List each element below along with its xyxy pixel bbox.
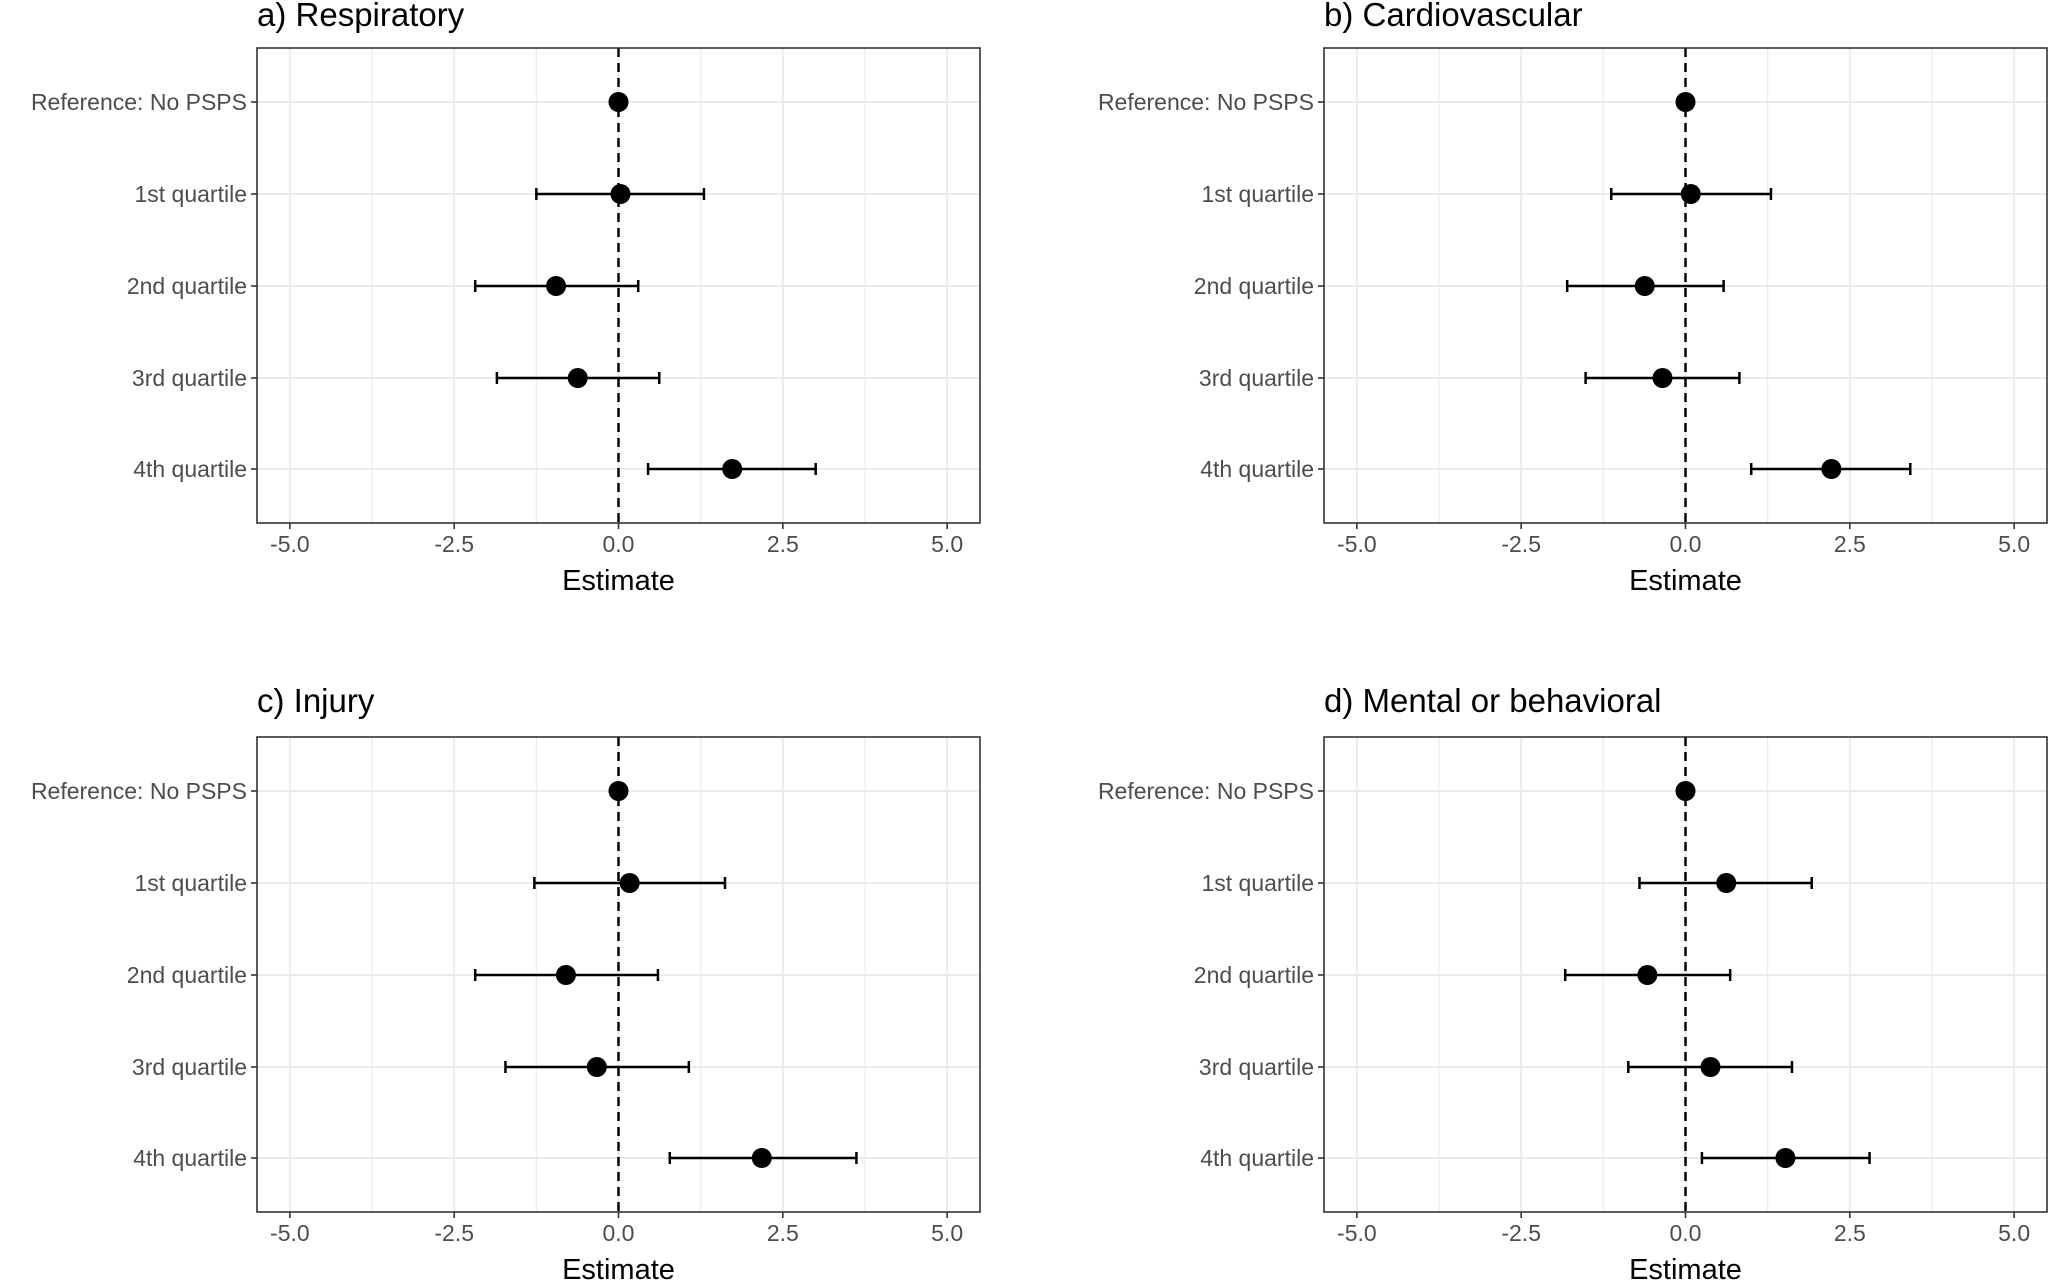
panel-4: Reference: No PSPS 1st quartile 2nd quarti…: [1098, 682, 2048, 1281]
category-label: 4th quartile: [1200, 456, 1314, 482]
x-tick-label: 0.0: [603, 531, 635, 557]
estimate-point: [546, 276, 567, 296]
category-label: 3rd quartile: [132, 365, 247, 391]
x-tick-label: 0.0: [1670, 1220, 1702, 1246]
category-label: 4th quartile: [1200, 1145, 1314, 1171]
x-tick-label: -5.0: [1337, 531, 1377, 557]
category-label: 2nd quartile: [1194, 962, 1314, 988]
estimate-point: [1675, 92, 1696, 112]
x-tick-label: 2.5: [767, 531, 799, 557]
x-tick-label: -2.5: [434, 531, 474, 557]
estimate-point: [1775, 1148, 1796, 1168]
panel-2: Reference: No PSPS 1st quartile 2nd quarti…: [1098, 0, 2048, 597]
estimate-point: [1675, 781, 1696, 801]
estimate-point: [722, 459, 743, 479]
panel-title: c) Injury: [257, 682, 375, 719]
estimate-point: [1821, 459, 1842, 479]
panel-title: b) Cardiovascular: [1324, 0, 1583, 33]
x-axis-title: Estimate: [1629, 1254, 1742, 1281]
estimate-point: [751, 1148, 772, 1168]
panel-3: Reference: No PSPS 1st quartile 2nd quarti…: [31, 682, 981, 1281]
category-label: 4th quartile: [133, 456, 247, 482]
category-label: 2nd quartile: [127, 273, 247, 299]
estimate-point: [619, 873, 640, 893]
x-tick-label: -2.5: [434, 1220, 474, 1246]
x-tick-label: 5.0: [931, 1220, 963, 1246]
category-label: Reference: No PSPS: [1098, 778, 1314, 804]
category-label: 2nd quartile: [127, 962, 247, 988]
estimate-point: [1634, 276, 1655, 296]
category-label: 3rd quartile: [1199, 1054, 1314, 1080]
estimate-point: [608, 92, 629, 112]
x-tick-label: 2.5: [1834, 1220, 1866, 1246]
category-label: 1st quartile: [1201, 181, 1314, 207]
category-label: 1st quartile: [134, 181, 247, 207]
panel-1: Reference: No PSPS 1st quartile 2nd quarti…: [31, 0, 981, 597]
x-tick-label: 0.0: [603, 1220, 635, 1246]
estimate-point: [610, 184, 631, 204]
category-label: 4th quartile: [133, 1145, 247, 1171]
estimate-point: [555, 965, 576, 985]
category-label: 2nd quartile: [1194, 273, 1314, 299]
estimate-point: [1716, 873, 1737, 893]
x-tick-label: -2.5: [1501, 531, 1541, 557]
panel-title: d) Mental or behavioral: [1324, 682, 1662, 719]
x-tick-label: 5.0: [931, 531, 963, 557]
panel-title: a) Respiratory: [257, 0, 465, 33]
estimate-point: [1652, 368, 1673, 388]
category-label: 3rd quartile: [1199, 365, 1314, 391]
x-tick-label: -5.0: [270, 531, 310, 557]
x-tick-label: -5.0: [1337, 1220, 1377, 1246]
x-tick-label: 5.0: [1998, 1220, 2030, 1246]
category-label: 3rd quartile: [132, 1054, 247, 1080]
category-label: Reference: No PSPS: [1098, 89, 1314, 115]
x-axis-title: Estimate: [562, 565, 675, 597]
x-tick-label: 5.0: [1998, 531, 2030, 557]
category-label: Reference: No PSPS: [31, 778, 247, 804]
x-tick-label: 0.0: [1670, 531, 1702, 557]
category-label: 1st quartile: [134, 870, 247, 896]
estimate-point: [608, 781, 629, 801]
category-label: 1st quartile: [1201, 870, 1314, 896]
estimate-point: [586, 1057, 607, 1077]
estimate-point: [567, 368, 588, 388]
x-tick-label: 2.5: [1834, 531, 1866, 557]
estimate-point: [1700, 1057, 1721, 1077]
x-tick-label: 2.5: [767, 1220, 799, 1246]
x-axis-title: Estimate: [562, 1254, 675, 1281]
estimate-point: [1637, 965, 1658, 985]
x-tick-label: -2.5: [1501, 1220, 1541, 1246]
x-tick-label: -5.0: [270, 1220, 310, 1246]
category-label: Reference: No PSPS: [31, 89, 247, 115]
x-axis-title: Estimate: [1629, 565, 1742, 597]
estimate-point: [1680, 184, 1701, 204]
